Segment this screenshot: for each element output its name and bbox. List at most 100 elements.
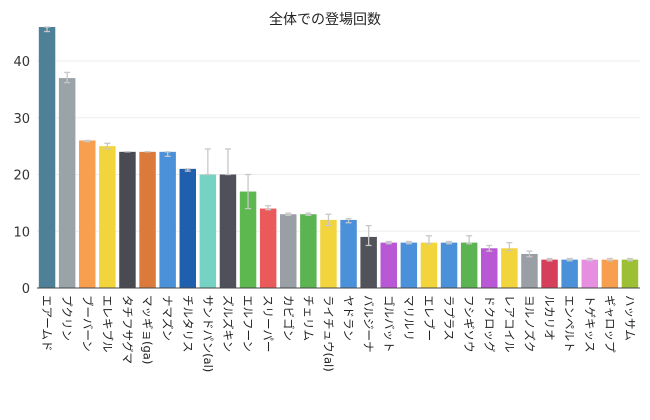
error-bar [365, 224, 372, 247]
bar[interactable] [119, 151, 136, 288]
x-tick-label: バルジーナ [362, 295, 376, 353]
bar[interactable] [239, 191, 257, 288]
x-tick-label: フシギソウ [462, 295, 476, 353]
x-tick-label: ヨルノズク [522, 295, 536, 353]
error-bar [626, 257, 633, 262]
x-tick-label: ルカリオ [543, 295, 557, 341]
error-bar [606, 257, 613, 262]
error-bar [184, 168, 191, 172]
bar[interactable] [561, 259, 578, 288]
bar[interactable] [179, 168, 196, 288]
y-tick-label: 40 [13, 55, 30, 70]
x-tick-label: ヤドラン [342, 295, 356, 341]
bar[interactable] [420, 242, 438, 288]
x-tick-label: ズルズキン [221, 295, 235, 352]
bar[interactable] [621, 259, 639, 288]
y-tick-label: 20 [13, 169, 30, 184]
y-axis-ticks: 0 10 20 30 40 [13, 55, 30, 297]
bar[interactable] [300, 214, 317, 288]
x-tick-label: マッギョ(ga) [141, 295, 155, 364]
bar[interactable] [360, 236, 377, 288]
chart-title: 全体での登場回数 [269, 11, 381, 28]
bar[interactable] [280, 214, 297, 288]
bar[interactable] [320, 219, 337, 288]
x-tick-label: エレキブル [100, 295, 114, 353]
x-tick-label: レアコイル [502, 295, 516, 352]
x-tick-label: ゴルバット [382, 295, 396, 353]
bar[interactable] [139, 151, 156, 288]
error-bar [325, 213, 332, 227]
bar[interactable] [521, 253, 538, 288]
x-tick-label: ナマズン [161, 295, 175, 341]
error-bar [466, 235, 473, 245]
bars [38, 27, 639, 288]
x-tick-label: マリルリ [402, 295, 416, 341]
bar[interactable] [440, 242, 458, 288]
error-bar [586, 257, 593, 262]
error-bars [44, 26, 633, 262]
error-bar [546, 257, 553, 262]
error-bar [104, 142, 111, 150]
bar[interactable] [38, 27, 56, 288]
bar[interactable] [259, 208, 277, 288]
x-tick-label: チルタリス [181, 295, 195, 353]
error-bar [84, 139, 91, 143]
x-tick-label: ライチュウ(al) [321, 295, 335, 372]
bar[interactable] [400, 242, 418, 288]
x-tick-label: カビゴン [281, 295, 295, 341]
y-tick-label: 0 [22, 282, 30, 297]
x-tick-label: ハッサム [623, 295, 637, 341]
bar[interactable] [99, 146, 116, 288]
error-bar [526, 250, 533, 258]
x-tick-label: ラプラス [442, 295, 456, 341]
error-bar [265, 205, 272, 211]
bar[interactable] [380, 242, 397, 288]
error-bar [446, 240, 453, 245]
error-bar [506, 241, 513, 252]
bar[interactable] [601, 259, 619, 288]
x-tick-label: サンドパン(al) [201, 295, 215, 372]
x-tick-label: エレブー [422, 295, 436, 341]
y-tick-label: 10 [13, 225, 30, 240]
error-bar [405, 240, 412, 245]
error-bar [224, 148, 231, 176]
x-tick-label: エアームド [40, 295, 54, 351]
x-tick-label: エンペルト [563, 295, 577, 353]
error-bar [305, 212, 312, 217]
bar[interactable] [219, 174, 237, 288]
error-bar [345, 218, 352, 224]
grid-lines [37, 60, 640, 232]
bar[interactable] [481, 248, 498, 288]
x-tick-label: ブーバーン [80, 295, 94, 352]
error-bar [486, 244, 493, 252]
y-tick-label: 30 [13, 112, 30, 127]
error-bar [164, 151, 171, 158]
bar[interactable] [159, 151, 176, 288]
x-tick-label: ドクロッグ [482, 295, 496, 353]
x-tick-label: スリーパー [261, 295, 275, 352]
bar[interactable] [501, 248, 518, 288]
error-bar [204, 148, 211, 176]
error-bar [385, 240, 392, 245]
error-bar [64, 71, 71, 84]
x-tick-label: チェリム [301, 295, 315, 341]
bar[interactable] [340, 219, 357, 288]
error-bar [566, 257, 573, 262]
x-tick-label: エルフーン [241, 295, 255, 352]
bar[interactable] [58, 78, 76, 288]
bar[interactable] [460, 242, 478, 288]
bar[interactable] [199, 174, 217, 288]
x-tick-label: プクリン [60, 295, 74, 341]
x-tick-label: ギャロップ [603, 295, 617, 353]
x-axis-ticks: エアームド プクリン ブーバーン エレキブル タチフサグマ マッギョ(ga) ナマズン チルタ… [40, 295, 637, 372]
bar[interactable] [581, 259, 598, 288]
error-bar [285, 212, 292, 217]
bar[interactable] [541, 259, 558, 288]
error-bar [44, 26, 51, 33]
bar[interactable] [79, 140, 96, 288]
x-tick-label: トゲキッス [583, 295, 597, 353]
x-tick-label: タチフサグマ [120, 295, 134, 364]
error-bar [425, 235, 432, 245]
